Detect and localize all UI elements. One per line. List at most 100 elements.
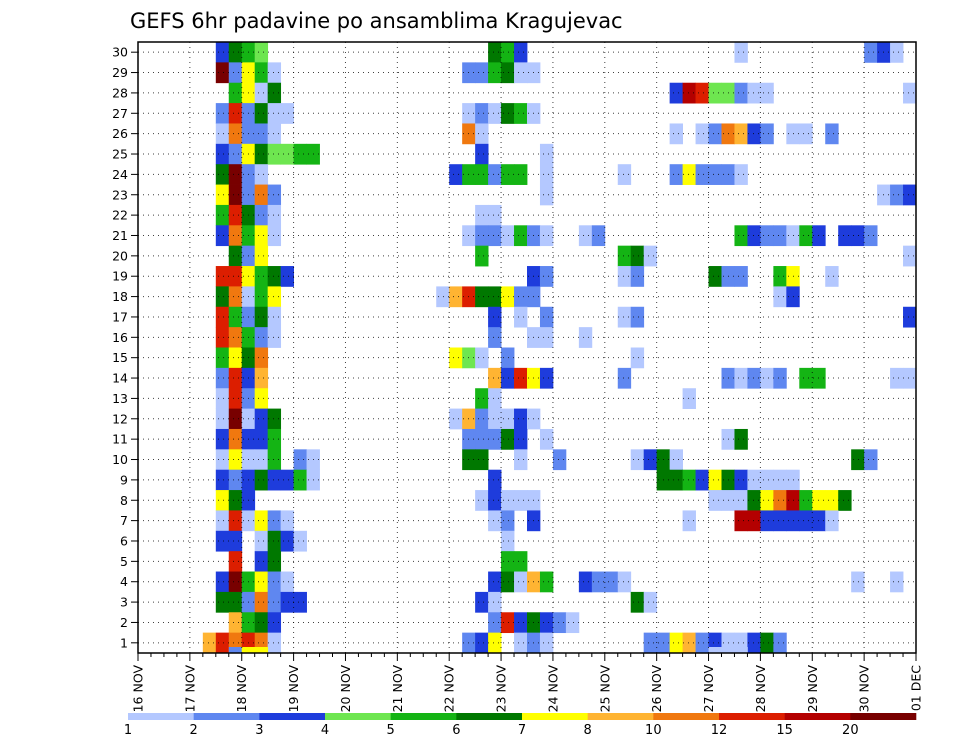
cell-m30-s27 [488,42,502,63]
cell-m22-s7 [228,204,243,226]
cell-m10-s39 [643,449,658,471]
cell-m24-s9 [254,164,269,185]
cell-m12-s28 [501,408,515,430]
cell-m21-s10 [267,225,282,247]
cell-m3-s27 [488,591,502,613]
cell-m7-s53 [825,510,839,532]
colorbar-label: 3 [255,723,263,738]
cell-m1-s5 [202,632,217,654]
cell-m14-s37 [617,367,632,389]
colorbar-swatch-2 [259,713,326,720]
cell-m24-s6 [215,164,230,185]
cell-m14-s7 [228,367,243,389]
cell-m6-s11 [280,530,294,552]
y-tick-label: 30 [112,45,128,60]
cell-m18-s27 [488,286,502,308]
x-tick-label: 21 NOV [390,665,405,713]
cell-m21-s34 [578,225,593,247]
colorbar-label: 5 [387,723,395,738]
y-tick-label: 6 [120,533,128,548]
x-tick-label: 27 NOV [701,665,716,713]
cell-m1-s41 [669,632,683,654]
colorbar-label: 6 [452,723,460,738]
cell-m20-s9 [254,245,269,267]
cell-m12-s9 [254,408,269,430]
cell-m7-s51 [799,510,813,532]
cell-m29-s27 [488,62,502,84]
cell-m29-s9 [254,62,269,84]
colorbar-swatch-6 [522,713,588,720]
cell-m11-s29 [514,428,528,450]
cell-m7-s27 [488,510,502,532]
x-tick-label: 18 NOV [234,665,249,713]
colorbar-label: 15 [776,723,793,738]
cell-m19-s53 [825,266,839,287]
cell-m29-s10 [267,62,282,84]
y-tick-label: 28 [112,85,128,100]
y-tick-label: 27 [112,106,128,121]
cell-m26-s7 [228,123,243,145]
x-tick-label: 24 NOV [545,665,560,713]
cell-m8-s26 [475,490,489,511]
cell-m17-s31 [539,306,554,328]
cell-m23-s9 [254,184,269,206]
cell-m9-s11 [280,469,294,491]
cell-m26-s53 [825,123,839,145]
cell-m17-s38 [630,306,645,328]
y-tick-label: 15 [112,350,128,365]
cell-m4-s7 [228,571,243,593]
cell-m27-s26 [475,103,489,124]
cell-m7-s28 [501,510,515,532]
cell-m9-s12 [293,469,307,491]
cell-m18-s6 [215,286,230,308]
cell-m15-s9 [254,347,269,369]
colorbar-swatch-5 [456,713,523,720]
x-tick-label: 22 NOV [442,665,457,713]
cell-m4-s28 [501,571,515,593]
cell-m8-s29 [514,490,528,511]
cell-m4-s27 [488,571,502,593]
cell-m21-s55 [851,225,865,247]
cell-m1-s6 [215,632,230,654]
y-tick-label: 21 [112,228,128,243]
y-tick-label: 16 [112,330,128,345]
cell-m4-s9 [254,571,269,593]
cell-m9-s43 [695,469,709,491]
cell-m6-s6 [215,530,230,552]
x-tick-label: 25 NOV [597,665,612,713]
cell-m21-s51 [799,225,813,247]
cell-m1-s48 [760,632,774,654]
cell-m27-s27 [488,103,502,124]
y-tick-label: 8 [120,493,128,508]
cell-m2-s10 [267,612,282,634]
x-tick-label: 29 NOV [805,665,820,713]
cell-m14-s58 [890,367,904,389]
cell-m18-s24 [449,286,463,308]
cell-m9-s44 [708,469,722,491]
cell-m2-s9 [254,612,269,634]
cell-m9-s47 [747,469,761,491]
cell-m8-s7 [228,490,243,511]
y-tick-label: 19 [112,269,128,284]
cell-m24-s43 [695,164,709,185]
cell-m28-s42 [682,82,696,104]
cell-m14-s28 [501,367,515,389]
cell-m13-s9 [254,388,269,409]
cell-m24-s26 [475,164,489,185]
y-tick-label: 18 [112,289,128,304]
cell-m8-s28 [501,490,515,511]
cell-m21-s7 [228,225,243,247]
cell-m19-s37 [617,266,632,287]
cell-m7-s10 [267,510,282,532]
cell-m12-s26 [475,408,489,430]
cell-m8-s48 [760,490,774,511]
cell-m28-s7 [228,82,243,104]
cell-partial-s7 [228,647,243,653]
cell-m3-s9 [254,591,269,613]
cell-m25-s9 [254,143,269,165]
cell-m4-s55 [851,571,865,593]
cell-m1-s27 [488,632,502,654]
colorbar-label: 20 [842,723,859,738]
cell-m30-s9 [254,42,269,63]
